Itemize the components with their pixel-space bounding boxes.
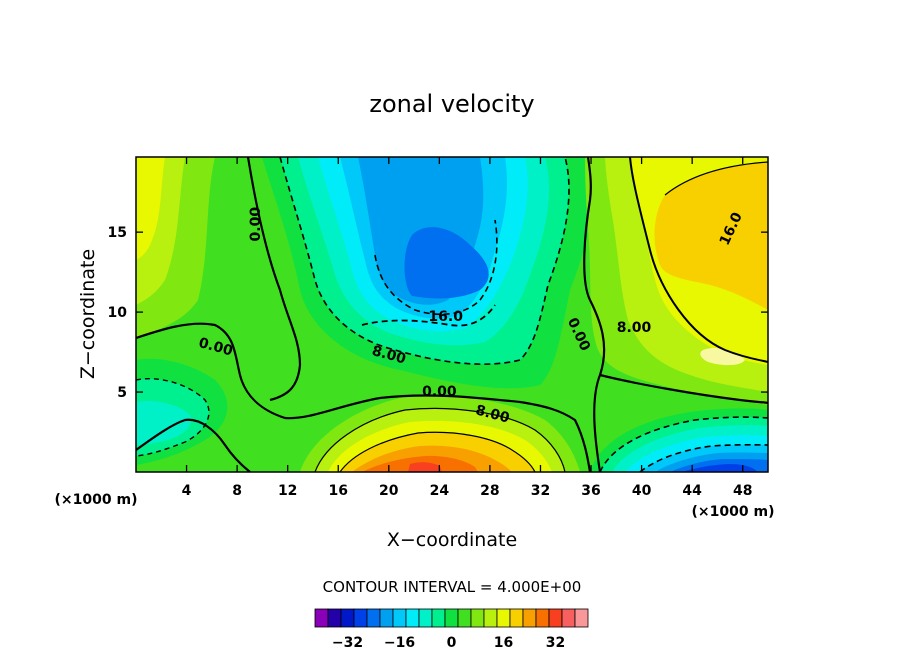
colorbar-swatch — [405, 608, 420, 628]
colorbar-swatch — [327, 608, 342, 628]
contour-label: 0.00 — [422, 384, 457, 400]
colorbar-swatch — [509, 608, 524, 628]
colorbar-tick-label: 32 — [546, 635, 565, 651]
colorbar-swatch — [444, 608, 459, 628]
y-tick-label: 5 — [117, 385, 127, 401]
colorbar-swatch — [418, 608, 433, 628]
colorbar-tick-label: 16 — [494, 635, 513, 651]
x-tick-label: 28 — [480, 483, 499, 499]
colorbar-swatch — [314, 608, 329, 628]
x-tick-label: 8 — [232, 483, 242, 499]
x-axis-label: X−coordinate — [387, 529, 517, 551]
x-tick-label: 32 — [531, 483, 550, 499]
contour-label: 0.00 — [248, 207, 264, 242]
colorbar-swatch — [366, 608, 381, 628]
colorbar-swatch — [431, 608, 446, 628]
colorbar-swatch — [340, 608, 355, 628]
colorbar-swatch — [574, 608, 589, 628]
x-tick-label: 36 — [581, 483, 600, 499]
colorbar-swatch — [392, 608, 407, 628]
x-unit-right: (×1000 m) — [692, 504, 775, 520]
plot-frame — [135, 156, 769, 473]
y-tick-label: 10 — [108, 305, 128, 321]
contour-label: 8.00 — [617, 320, 652, 336]
colorbar-swatch — [561, 608, 576, 628]
x-tick-label: 20 — [379, 483, 399, 499]
x-unit-left: (×1000 m) — [55, 492, 138, 508]
colorbar-tick-label: 0 — [447, 635, 457, 651]
contour-interval-label: CONTOUR INTERVAL = 4.000E+00 — [323, 578, 582, 596]
colorbar-swatch — [457, 608, 472, 628]
chart-title: zonal velocity — [369, 90, 534, 118]
colorbar-swatch — [535, 608, 550, 628]
x-tick-label: 12 — [278, 483, 297, 499]
y-tick-label: 15 — [108, 225, 127, 241]
x-tick-label: 40 — [632, 483, 652, 499]
colorbar-swatch — [353, 608, 368, 628]
x-tick-label: 16 — [328, 483, 347, 499]
colorbar-swatch — [483, 608, 498, 628]
colorbar-swatch — [548, 608, 563, 628]
x-tick-label: 48 — [733, 483, 752, 499]
contour-lines — [136, 157, 768, 472]
y-axis-label: Z−coordinate — [77, 249, 99, 379]
colorbar-swatch — [379, 608, 394, 628]
colorbar-swatch — [522, 608, 537, 628]
contour-label: 16.0 — [428, 309, 463, 325]
colorbar: −32 −16 0 16 32 — [314, 608, 589, 651]
x-tick-label: 44 — [682, 483, 702, 499]
colorbar-tick-label: −32 — [332, 635, 363, 651]
x-tick-label: 24 — [430, 483, 450, 499]
colorbar-swatch — [470, 608, 485, 628]
colorbar-tick-label: −16 — [384, 635, 415, 651]
colorbar-swatch — [496, 608, 511, 628]
x-tick-label: 4 — [182, 483, 192, 499]
